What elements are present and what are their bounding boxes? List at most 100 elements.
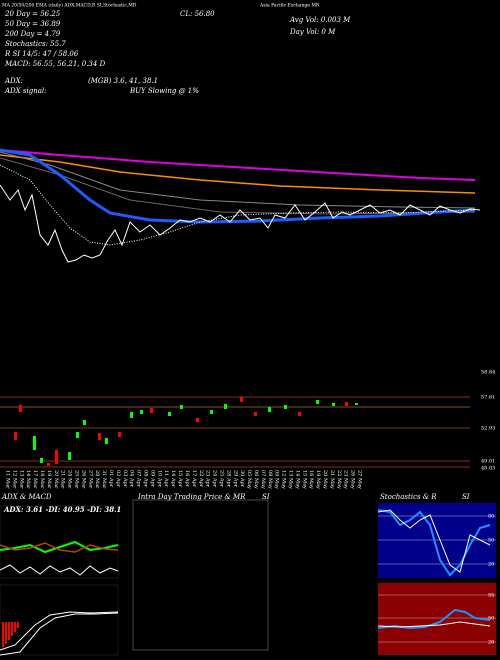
adx-line (0, 540, 119, 554)
stoch-panel (377, 503, 496, 655)
candle (254, 412, 257, 416)
rsi-level: 50 (488, 616, 494, 622)
date-label: 02 Apr (115, 470, 121, 488)
ema-line (0, 151, 476, 209)
date-label: 14 May (294, 470, 300, 489)
candle (180, 405, 183, 409)
date-label: 04 Apr (129, 470, 135, 488)
date-label: 24 Mar (67, 470, 73, 489)
date-label: 11 Mar (5, 470, 11, 489)
date-label: 25 Apr (218, 470, 224, 488)
candle (240, 397, 243, 402)
stoch-level: 20 (488, 562, 494, 568)
date-label: 12 Mar (11, 470, 17, 489)
date-label: 13 Mar (18, 470, 24, 489)
price-label: 49.01 (481, 459, 495, 465)
date-label: 28 Mar (94, 470, 100, 489)
rsi-line-2 (377, 621, 491, 628)
price-levels (0, 396, 470, 468)
adx-readout: ADX: 3.61 -DI: 40.95 -DI: 38.1 (3, 505, 121, 514)
date-label: 24 Apr (212, 470, 218, 488)
date-label: 08 Apr (143, 470, 149, 488)
candle (196, 418, 199, 422)
date-label: 19 May (315, 470, 321, 489)
candles (14, 397, 358, 466)
price-label: 52.93 (481, 426, 495, 432)
intraday-si: SI (262, 493, 270, 501)
main-chart (0, 148, 481, 263)
date-label: 27 May (357, 470, 363, 489)
candle (33, 436, 36, 450)
date-label: 21 Mar (60, 470, 66, 489)
stoch-si: SI (462, 493, 470, 501)
panel-frame (0, 584, 119, 656)
date-label: 21 May (329, 470, 335, 489)
signal-line (0, 612, 119, 656)
rsi-level: 55 (488, 593, 494, 599)
ma-50: 50 Day = 36.89 (5, 20, 61, 28)
candle (98, 433, 101, 440)
adx-panel (0, 505, 119, 656)
date-label: 03 Apr (122, 470, 128, 488)
close: CL: 56.80 (180, 10, 215, 18)
day-vol: Day Vol: 0 M (289, 28, 336, 36)
date-label: 26 Mar (80, 470, 86, 489)
di-line (0, 542, 119, 553)
macd: MACD: 56.55, 56.21, 0.34 D (4, 60, 106, 68)
adx-value: (MGB) 3.6, 41, 38.1 (88, 77, 158, 85)
date-label: 09 May (274, 470, 280, 489)
date-label: 18 Mar (39, 470, 45, 489)
date-label: 25 Mar (74, 470, 80, 489)
candle (55, 450, 58, 464)
candle (19, 405, 22, 412)
ma-20: 20 Day = 56.25 (4, 10, 61, 18)
date-label: 07 Apr (136, 470, 142, 488)
adx-label: ADX: (4, 77, 23, 85)
intraday-title: Intra Day Trading Price & MR (137, 493, 246, 501)
date-label: 16 May (308, 470, 314, 489)
date-label: 01 Apr (108, 470, 114, 488)
ma-200: 200 Day = 4.79 (4, 30, 61, 38)
candle (40, 458, 43, 463)
candle (47, 463, 50, 466)
avg-vol: Avg Vol: 0.003 M (289, 16, 351, 24)
date-label: 13 May (287, 470, 293, 489)
date-label: 22 May (336, 470, 342, 489)
adx-signal: BUY Slowing @ 1% (129, 87, 199, 95)
adx-title: ADX & MACD (1, 493, 52, 501)
candle (83, 420, 86, 425)
macd-line (0, 611, 119, 651)
candle (210, 410, 213, 414)
ma-50-line (0, 154, 476, 194)
date-label: 23 May (343, 470, 349, 489)
date-label: 26 May (350, 470, 356, 489)
candle (150, 408, 153, 413)
candle (284, 405, 287, 409)
date-label: 17 Apr (191, 470, 197, 488)
candle (224, 404, 227, 409)
price-label: 57.61 (481, 395, 495, 401)
date-label: 22 Apr (198, 470, 204, 488)
price-label: 58.64 (481, 370, 495, 376)
date-label: 19 Mar (46, 470, 52, 489)
date-label: 10 Apr (156, 470, 162, 488)
date-label: 12 May (281, 470, 287, 489)
stoch-level: 50 (488, 538, 494, 544)
candle (14, 432, 17, 440)
date-label: 20 May (322, 470, 328, 489)
panel-frame (0, 505, 119, 579)
ma-line-2 (0, 157, 476, 215)
rsi: R SI 14/5: 47 / 58.06 (4, 50, 79, 58)
candle (355, 403, 358, 405)
company: Asia Pacific Exchange MR (259, 3, 320, 9)
date-label: 14 Apr (170, 470, 176, 488)
stoch-bg (378, 503, 496, 578)
intraday-panel (132, 499, 269, 651)
stoch-k (377, 509, 491, 577)
candle (168, 412, 171, 416)
candle (76, 432, 79, 438)
date-label: 06 May (253, 470, 259, 489)
candle (140, 410, 143, 414)
date-label: 23 Apr (205, 470, 211, 488)
